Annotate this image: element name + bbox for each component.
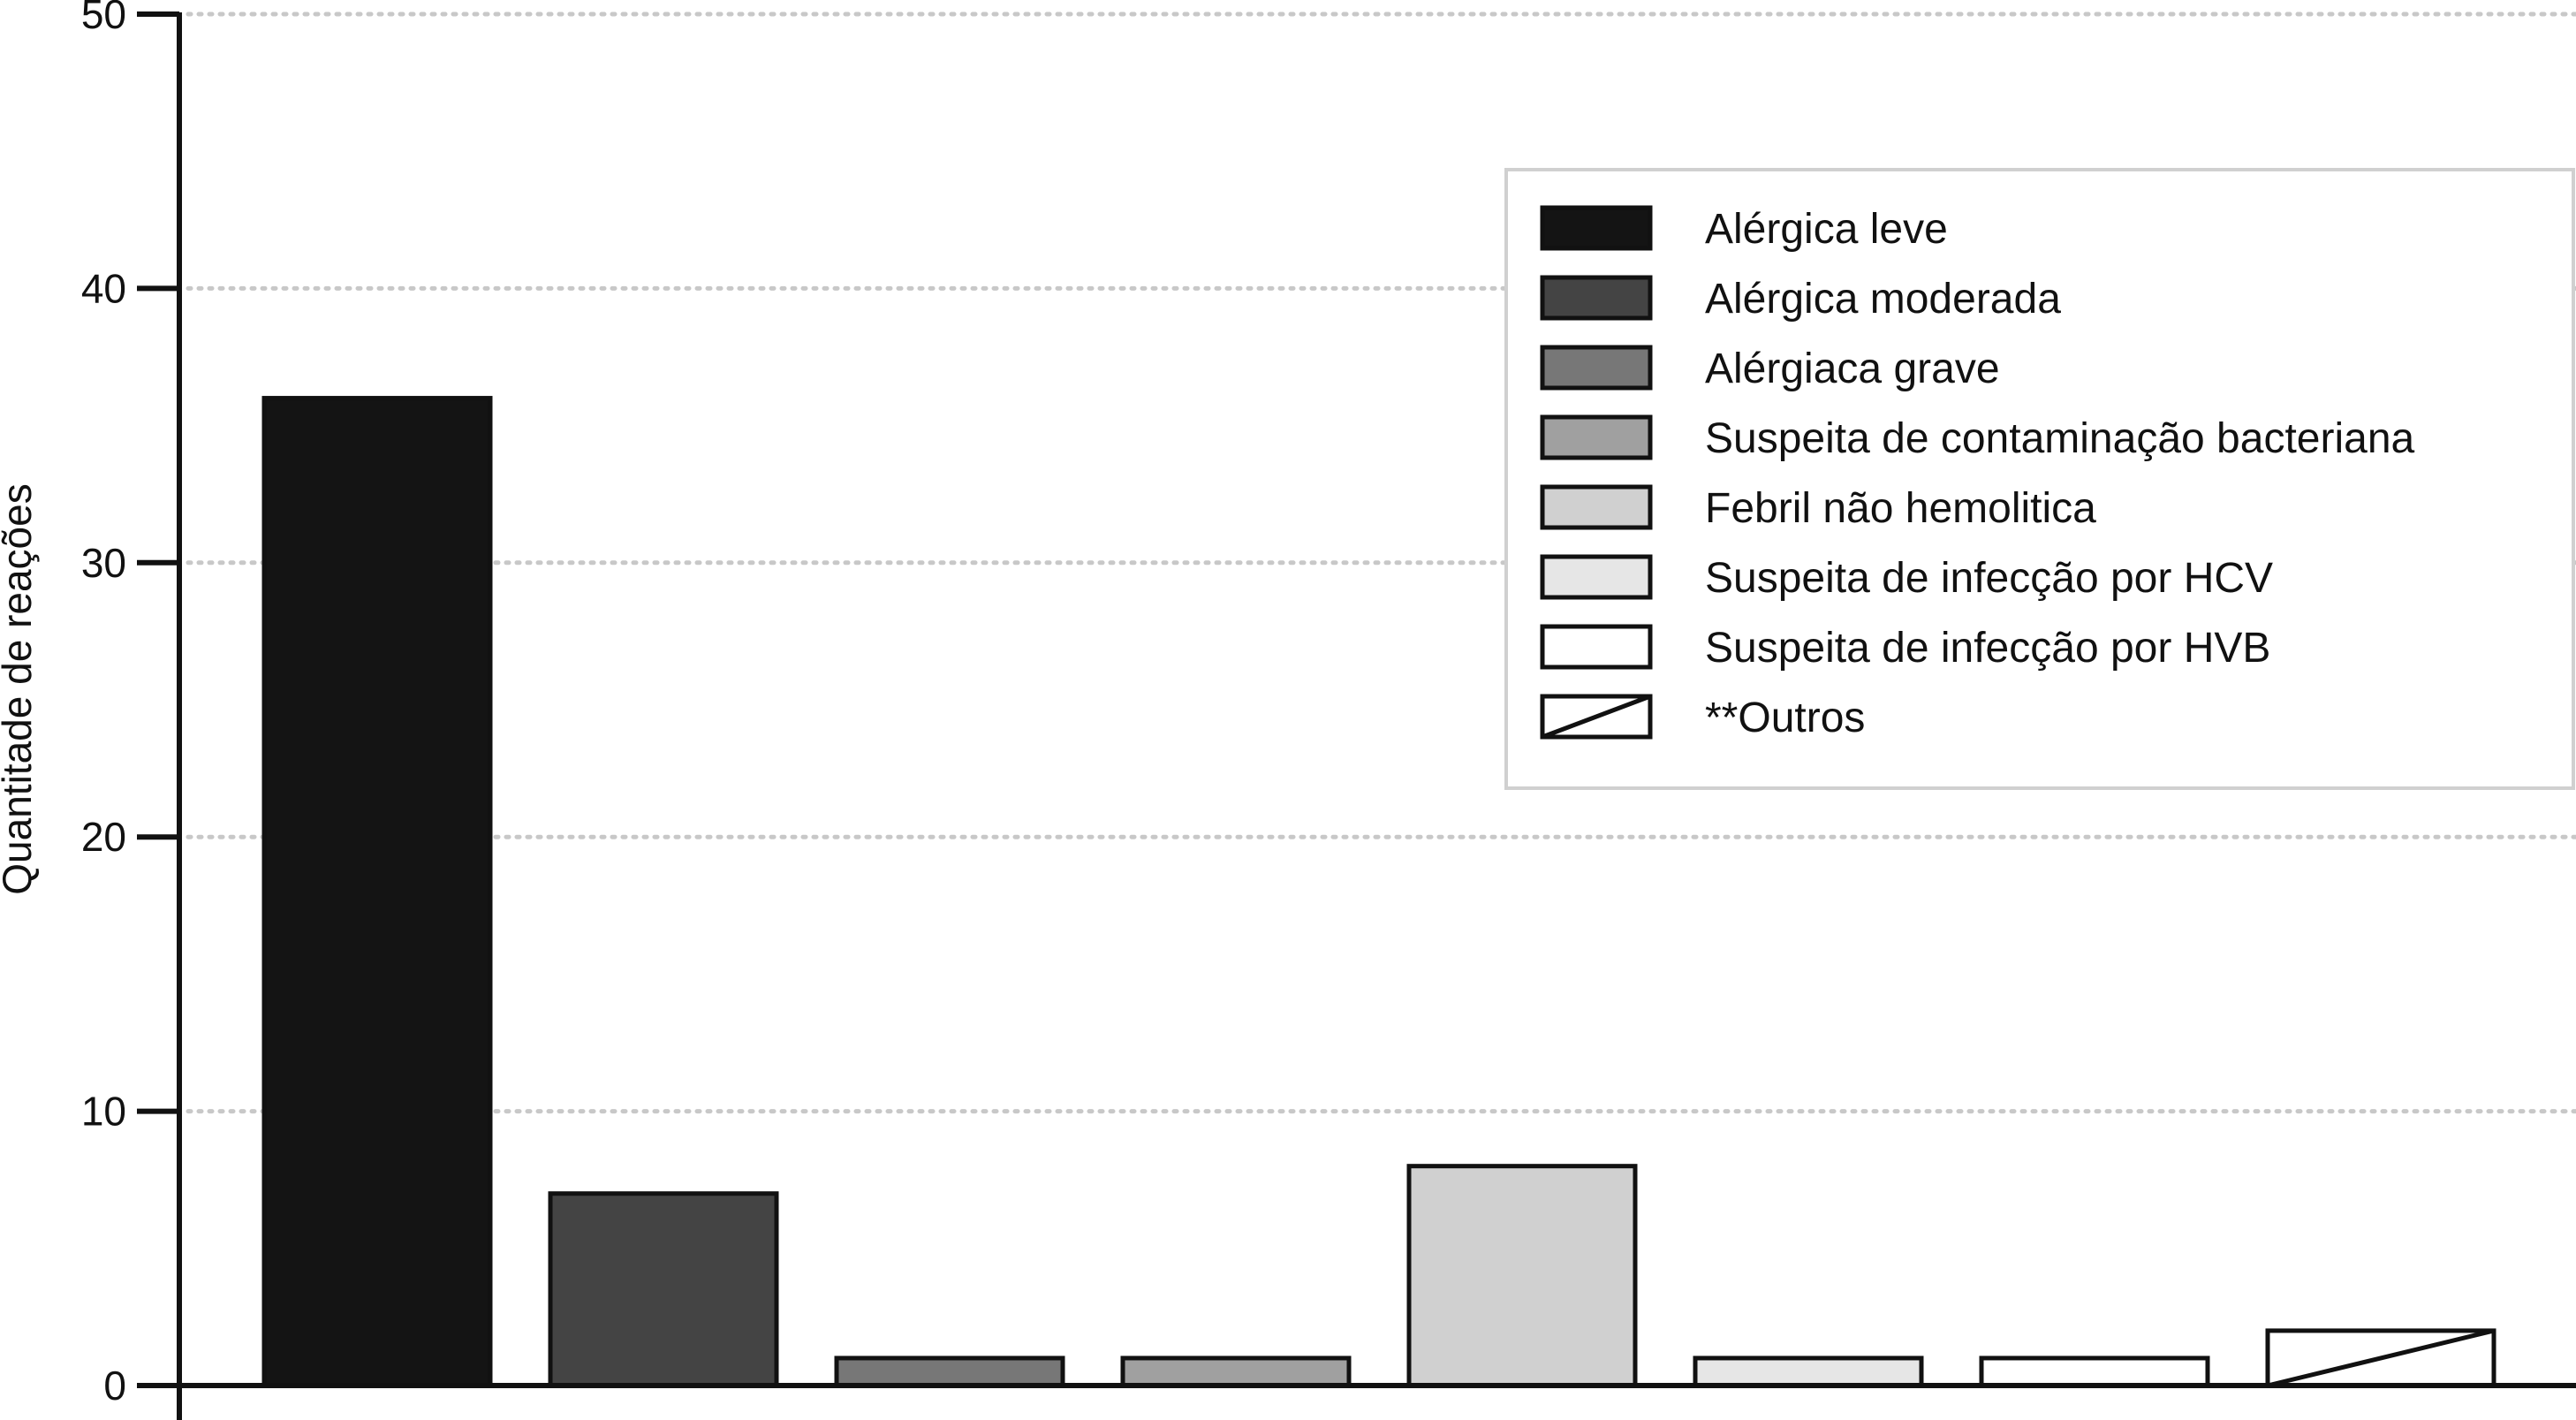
legend-swatch [1540,205,1653,251]
bar [1979,1355,2210,1388]
bar [548,1191,779,1388]
legend: Alérgica leve Alérgica moderada Alérgiaca … [1504,168,2575,790]
y-tick-label: 30 [81,540,126,586]
legend-item: Alérgiaca grave [1540,345,2000,392]
bar [1693,1355,1924,1388]
bar-rect [1979,1355,2210,1388]
y-axis-title: Quantitade de reações [0,483,40,894]
bar [1120,1355,1352,1388]
bar [2265,1328,2496,1388]
legend-swatch [1540,484,1653,530]
legend-item: Febril não hemolitica [1540,484,2096,532]
legend-label: Alérgica moderada [1705,276,2061,323]
legend-item: Suspeita de infecção por HCV [1540,554,2273,602]
legend-item: Alérgica leve [1540,205,1948,253]
legend-swatch [1540,414,1653,460]
bar-rect [548,1191,779,1388]
y-tick-label: 10 [81,1089,126,1135]
bar-rect [261,396,493,1388]
y-tick-label: 40 [81,265,126,311]
bar [261,396,493,1388]
legend-items: Alérgica leve Alérgica moderada Alérgiaca … [1540,205,2415,741]
legend-item: **Outros [1540,694,1865,741]
legend-swatch [1540,624,1653,670]
y-tick-label: 0 [103,1363,126,1409]
y-tick-label: 20 [81,814,126,860]
y-axis [140,12,2576,1420]
legend-label: **Outros [1705,695,1865,741]
legend-label: Febril não hemolitica [1705,485,2096,532]
legend-item: Alérgica moderada [1540,275,2061,323]
legend-item: Suspeita de infecção por HVB [1540,624,2270,672]
bar-rect [1406,1164,1638,1388]
bar-rect [1120,1355,1352,1388]
legend-swatch-hatch [1542,694,1651,740]
legend-label: Alérgiaca grave [1705,346,2000,392]
bar [1406,1164,1638,1388]
bar-rect [834,1355,1065,1388]
legend-label: Suspeita de infecção por HCV [1705,555,2273,602]
legend-swatch [1540,554,1653,600]
legend-label: Suspeita de infecção por HVB [1705,625,2270,672]
legend-box [1504,168,2575,790]
y-tick-label: 50 [81,0,126,37]
legend-swatch [1540,275,1653,321]
bar-hatch [2267,1328,2495,1388]
bars [261,396,2496,1388]
legend-swatch [1540,345,1653,391]
bar [834,1355,1065,1388]
y-ticks: 0 10 20 30 40 50 [81,0,179,1409]
legend-label: Suspeita de contaminação bacteriana [1705,415,2415,462]
legend-item: Suspeita de contaminação bacteriana [1540,414,2415,462]
bar-rect [1693,1355,1924,1388]
legend-label: Alérgica leve [1705,206,1948,253]
